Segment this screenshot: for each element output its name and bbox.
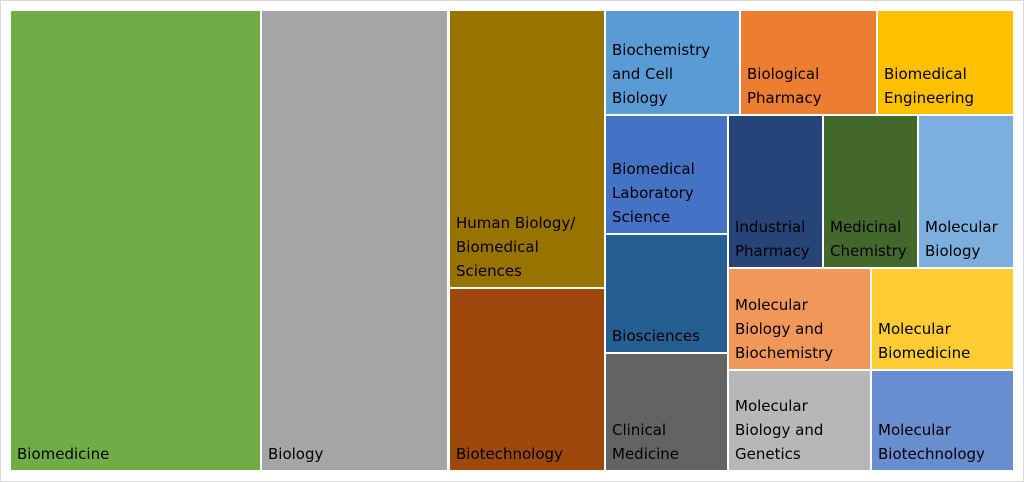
treemap-tile-label: Molecular Biology and Genetics bbox=[735, 397, 824, 463]
treemap-tile: Molecular Biology bbox=[917, 114, 1015, 269]
treemap-tile-label: Molecular Biotechnology bbox=[878, 421, 985, 463]
treemap-tile-label: Molecular Biomedicine bbox=[878, 320, 971, 362]
treemap-tile-label: Molecular Biology bbox=[925, 218, 998, 260]
treemap-tile: Human Biology/ Biomedical Sciences bbox=[448, 9, 606, 289]
treemap-tile: Biology bbox=[260, 9, 449, 472]
treemap-tile: Molecular Biomedicine bbox=[870, 267, 1015, 371]
treemap-tile-label: Biomedical Engineering bbox=[884, 65, 974, 107]
treemap-tile: Biosciences bbox=[604, 233, 729, 354]
treemap-tile-label: Molecular Biology and Biochemistry bbox=[735, 296, 834, 362]
treemap-tile: Biotechnology bbox=[448, 287, 606, 472]
treemap-tile-label: Biotechnology bbox=[456, 445, 563, 463]
treemap-tile-label: Clinical Medicine bbox=[612, 421, 680, 463]
treemap-tile: Biochemistry and Cell Biology bbox=[604, 9, 741, 116]
treemap-tile: Biological Pharmacy bbox=[739, 9, 878, 116]
treemap-tile: Molecular Biology and Biochemistry bbox=[727, 267, 872, 371]
treemap-tile: Clinical Medicine bbox=[604, 352, 729, 472]
treemap-tile-label: Biosciences bbox=[612, 327, 700, 345]
treemap-tile-label: Biomedicine bbox=[17, 445, 110, 463]
treemap-tile-label: Biology bbox=[268, 445, 324, 463]
treemap-tile-label: Biochemistry and Cell Biology bbox=[612, 41, 711, 107]
treemap-tile: Molecular Biotechnology bbox=[870, 369, 1015, 472]
treemap-tile-label: Biomedical Laboratory Science bbox=[612, 160, 695, 226]
treemap-tile-label: Medicinal Chemistry bbox=[830, 218, 907, 260]
treemap-tile-label: Human Biology/ Biomedical Sciences bbox=[456, 214, 576, 280]
treemap-tile: Industrial Pharmacy bbox=[727, 114, 824, 269]
treemap-tile: Biomedical Engineering bbox=[876, 9, 1015, 116]
treemap-tile-label: Industrial Pharmacy bbox=[735, 218, 810, 260]
treemap-tile: Medicinal Chemistry bbox=[822, 114, 919, 269]
treemap-tile: Biomedicine bbox=[9, 9, 262, 472]
treemap-tile-label: Biological Pharmacy bbox=[747, 65, 822, 107]
treemap-tile: Molecular Biology and Genetics bbox=[727, 369, 872, 472]
treemap-tile: Biomedical Laboratory Science bbox=[604, 114, 729, 235]
